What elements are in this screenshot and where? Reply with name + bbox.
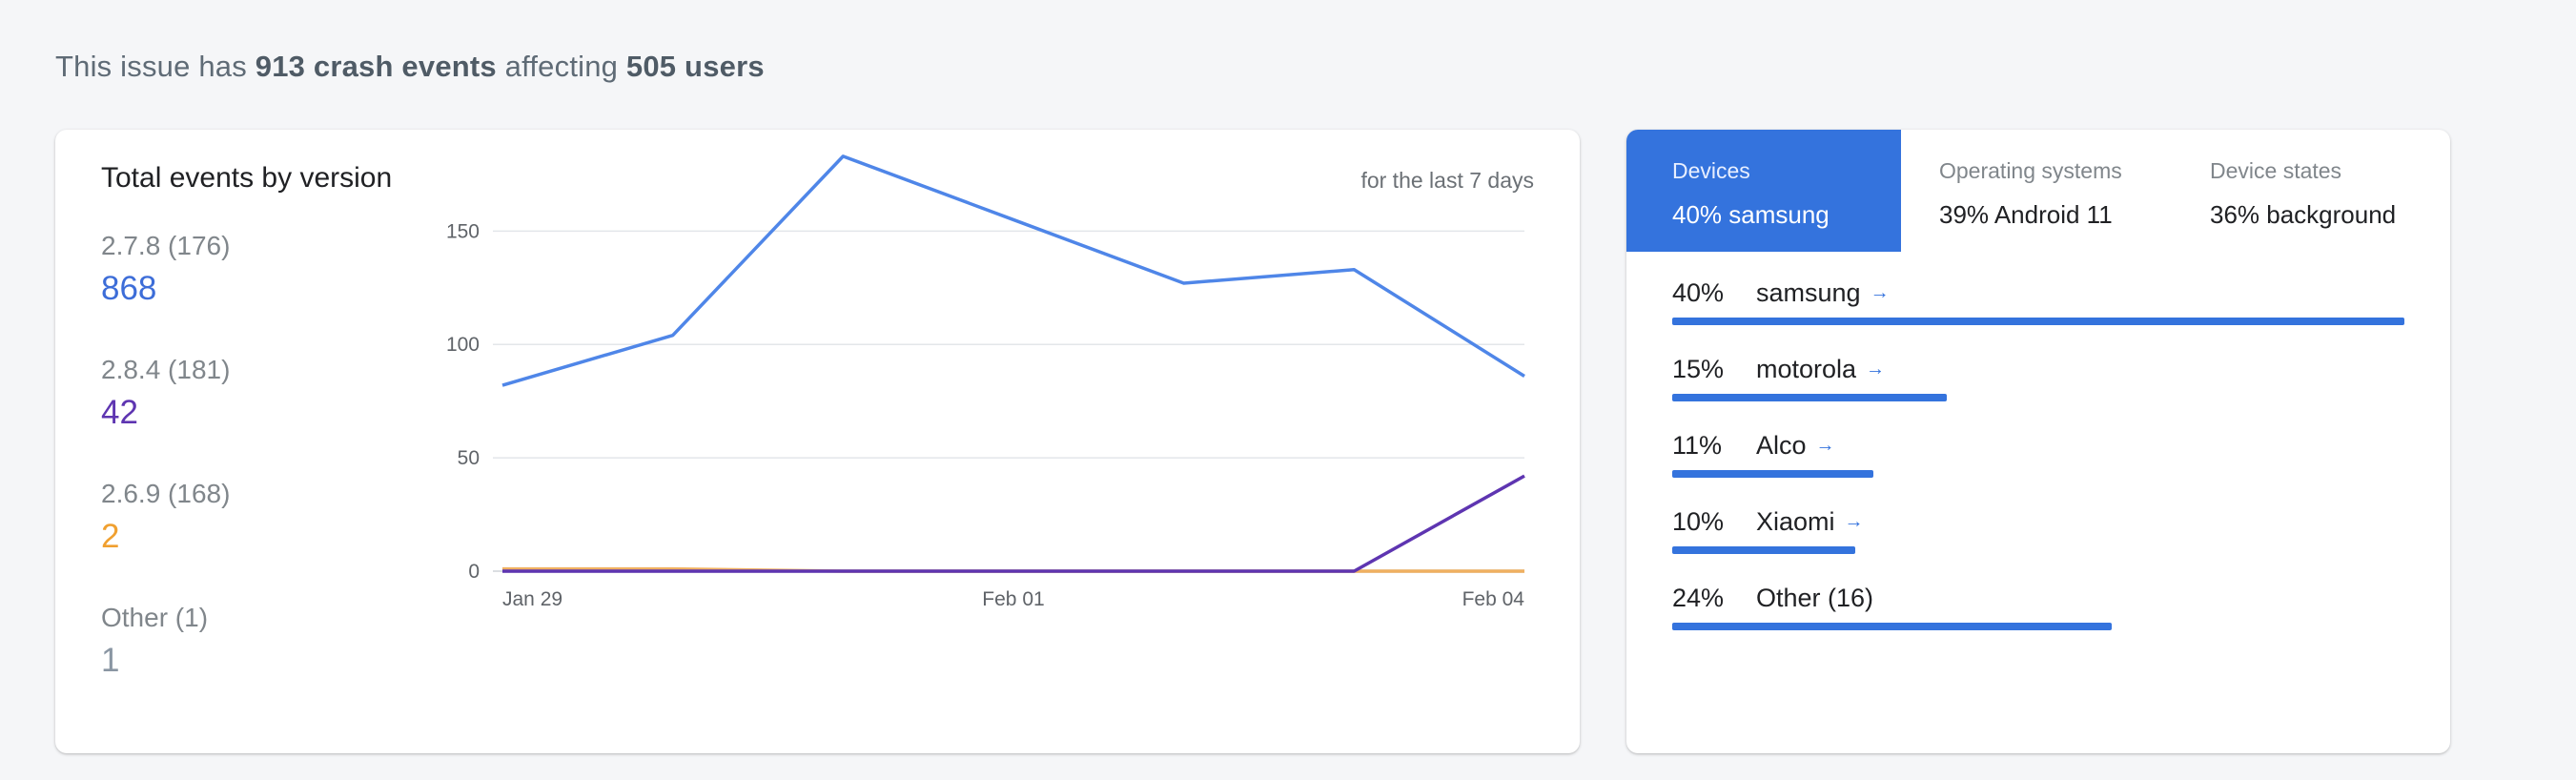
tab-value: 36% background [2210, 200, 2397, 229]
tab-title: Device states [2210, 158, 2342, 183]
breakdown-name-text: Other (16) [1756, 584, 1874, 612]
breakdown-percent: 24% [1672, 584, 1725, 612]
card-title: Total events by version [101, 162, 393, 194]
breakdown-bar [1672, 394, 1947, 401]
breakdown-name[interactable]: motorola → [1756, 355, 1885, 384]
breakdown-card: Devices 40% samsung Operating systems 39… [1626, 130, 2450, 753]
breakdown-row[interactable]: 15% motorola → [1672, 351, 2404, 427]
arrow-right-icon[interactable]: → [1815, 435, 1835, 456]
breakdown-name-text: Alco [1756, 431, 1807, 460]
crash-events-count: 913 crash events [255, 50, 497, 83]
breakdown-name[interactable]: Xiaomi → [1756, 507, 1864, 537]
y-tick-label: 150 [446, 220, 480, 242]
breakdown-name-text: samsung [1756, 278, 1861, 307]
summary-prefix: This issue has [55, 50, 256, 83]
breakdown-name[interactable]: Alco → [1756, 431, 1835, 461]
breakdown-percent: 15% [1672, 355, 1725, 383]
version-label: Other (1) [101, 603, 209, 632]
version-value: 1 [101, 642, 120, 679]
y-tick-label: 100 [446, 334, 480, 356]
version-value: 868 [101, 270, 157, 307]
breakdown-name-text: motorola [1756, 355, 1857, 383]
x-tick-label: Feb 04 [1462, 588, 1525, 610]
breakdown-bar [1672, 470, 1874, 478]
summary-middle: affecting [496, 50, 626, 83]
arrow-right-icon[interactable]: → [1870, 282, 1890, 303]
issue-summary: This issue has 913 crash events affectin… [55, 50, 765, 84]
breakdown-row[interactable]: 40% samsung → [1672, 275, 2404, 351]
breakdown-row[interactable]: 11% Alco → [1672, 427, 2404, 503]
breakdown-percent: 10% [1672, 507, 1725, 536]
version-label: 2.7.8 (176) [101, 231, 231, 260]
series-line [502, 474, 1525, 573]
device-breakdown-list: 40% samsung → 15% motorola → 11% Alco → 10% Xiaomi… [1672, 275, 2404, 656]
version-item[interactable]: 2.6.9 (168) 2 [101, 477, 230, 601]
arrow-right-icon[interactable]: → [1866, 359, 1886, 380]
version-item[interactable]: 2.8.4 (181) 42 [101, 353, 230, 477]
period-label: for the last 7 days [1360, 168, 1534, 193]
breakdown-name-text: Xiaomi [1756, 507, 1835, 536]
breakdown-row[interactable]: 10% Xiaomi → [1672, 503, 2404, 580]
tab-device-states[interactable]: Device states 36% background [2179, 130, 2450, 252]
version-value: 42 [101, 394, 138, 431]
version-legend: 2.7.8 (176) 868 2.8.4 (181) 42 2.6.9 (16… [101, 229, 230, 725]
breakdown-row: 24% Other (16) [1672, 580, 2404, 656]
breakdown-name: Other (16) [1756, 584, 1873, 613]
events-line-chart: 0 50 100 150 Jan 29 Feb 01 Feb 04 [446, 154, 1525, 610]
version-label: 2.6.9 (168) [101, 479, 231, 508]
breakdown-bar [1672, 546, 1855, 554]
arrow-right-icon[interactable]: → [1844, 511, 1864, 532]
version-label: 2.8.4 (181) [101, 355, 231, 384]
y-tick-label: 50 [458, 447, 480, 469]
version-item[interactable]: 2.7.8 (176) 868 [101, 229, 230, 353]
x-tick-label: Jan 29 [502, 588, 562, 610]
events-by-version-card: Total events by version for the last 7 d… [55, 130, 1580, 753]
x-tick-label: Feb 01 [982, 588, 1044, 610]
tab-operating-systems[interactable]: Operating systems 39% Android 11 [1901, 130, 2179, 252]
breakdown-percent: 11% [1672, 431, 1723, 460]
users-count: 505 users [625, 50, 765, 83]
y-tick-label: 0 [468, 561, 480, 583]
version-value: 2 [101, 518, 120, 555]
breakdown-name[interactable]: samsung → [1756, 278, 1890, 308]
series-line [501, 154, 1525, 387]
breakdown-bar [1672, 623, 2112, 630]
tab-title: Operating systems [1939, 158, 2122, 183]
breakdown-percent: 40% [1672, 278, 1725, 307]
tab-value: 40% samsung [1672, 200, 1830, 229]
tab-title: Devices [1672, 158, 1750, 183]
version-item[interactable]: Other (1) 1 [101, 601, 230, 725]
breakdown-bar [1672, 318, 2404, 325]
tab-value: 39% Android 11 [1939, 200, 2113, 229]
tab-devices[interactable]: Devices 40% samsung [1626, 130, 1901, 252]
